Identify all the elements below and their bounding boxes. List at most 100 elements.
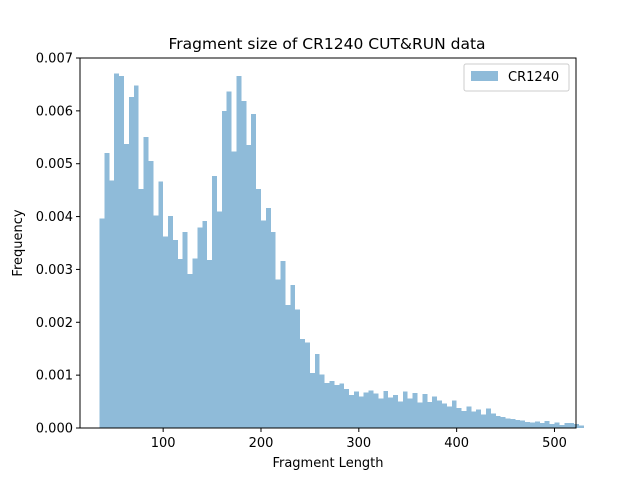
histogram-bar <box>417 402 423 428</box>
histogram-bar <box>275 279 281 428</box>
histogram-bar <box>256 189 261 428</box>
histogram-bar <box>476 409 482 428</box>
histogram-bar <box>427 402 433 428</box>
histogram-bar <box>158 181 164 428</box>
histogram-bar <box>490 413 496 428</box>
histogram-bars <box>99 73 584 429</box>
x-tick-label: 100 <box>151 436 176 451</box>
histogram-bar <box>559 424 565 428</box>
histogram-bar <box>104 153 110 428</box>
histogram-bar <box>300 339 306 428</box>
histogram-bar <box>344 388 350 428</box>
x-tick-label: 200 <box>249 436 274 451</box>
histogram-bar <box>172 239 178 428</box>
histogram-bar <box>216 211 222 428</box>
histogram-bar <box>314 354 320 428</box>
histogram-bar <box>373 393 379 428</box>
histogram-bar <box>280 260 286 428</box>
y-tick-label: 0.003 <box>36 263 73 278</box>
histogram-bar <box>212 175 217 428</box>
histogram-bar <box>207 259 213 428</box>
histogram-bar <box>163 236 169 428</box>
y-tick-label: 0.002 <box>36 316 73 331</box>
histogram-bar <box>441 403 447 428</box>
histogram-bar <box>182 231 188 428</box>
histogram-bar <box>349 395 354 428</box>
histogram-bar <box>114 73 120 428</box>
histogram-bar <box>143 136 149 428</box>
y-tick-label: 0.004 <box>36 210 73 225</box>
histogram-bar <box>246 145 252 428</box>
histogram-bar <box>544 421 550 428</box>
histogram-bar <box>109 180 115 428</box>
histogram-bar <box>510 419 516 428</box>
histogram-bar <box>505 418 511 428</box>
histogram-bar <box>495 415 501 428</box>
histogram-bar <box>530 422 535 428</box>
histogram-bar <box>99 218 105 428</box>
histogram-bar <box>295 309 301 428</box>
histogram-bar <box>569 423 575 428</box>
histogram-bar <box>461 411 467 428</box>
histogram-bar <box>329 380 335 428</box>
y-axis-ticks: 0.000 0.001 0.002 0.003 0.004 0.005 0.006 0.007 <box>36 52 80 437</box>
histogram-bar <box>446 406 452 428</box>
histogram-bar <box>260 220 266 428</box>
histogram-bar <box>251 114 257 429</box>
histogram-bar <box>153 215 159 428</box>
histogram-bar <box>422 394 428 428</box>
histogram-bar <box>319 374 325 428</box>
histogram-bar <box>221 110 227 428</box>
histogram-bar <box>432 396 438 428</box>
histogram-bar <box>554 422 560 428</box>
histogram-bar <box>138 189 144 428</box>
plot-area-frame <box>79 57 577 429</box>
histogram-bar <box>124 144 129 428</box>
histogram-bar <box>226 91 232 429</box>
histogram-bar <box>236 75 242 428</box>
legend-label: CR1240 <box>508 70 559 85</box>
histogram-bar <box>534 421 540 428</box>
legend-frame <box>463 63 570 92</box>
x-axis-ticks: 100 200 300 400 500 <box>151 428 567 451</box>
y-tick-label: 0.005 <box>36 157 73 172</box>
histogram-bar <box>339 383 345 428</box>
histogram-bar <box>192 258 198 428</box>
histogram-bar <box>231 151 237 429</box>
histogram-bar <box>578 425 584 428</box>
histogram-bar <box>358 396 364 428</box>
histogram-bar <box>451 400 457 428</box>
histogram-bar <box>133 85 139 428</box>
histogram-bar <box>265 208 271 428</box>
histogram-bar <box>397 401 403 428</box>
histogram-bar <box>241 100 247 429</box>
histogram-bar <box>305 342 310 428</box>
histogram-bar <box>549 423 555 428</box>
x-axis-label: Fragment Length <box>272 456 383 471</box>
histogram-bar <box>363 392 369 428</box>
histogram-bar <box>290 284 296 428</box>
histogram-bar <box>383 391 389 428</box>
histogram-bar <box>148 161 154 429</box>
x-tick-label: 400 <box>444 436 469 451</box>
histogram-bar <box>334 385 340 428</box>
histogram-bar <box>515 420 521 428</box>
y-tick-label: 0.007 <box>36 52 73 67</box>
histogram-bar <box>520 420 526 428</box>
histogram-bar <box>500 416 506 428</box>
histogram-bar <box>564 423 570 428</box>
histogram-bar <box>456 407 462 428</box>
histogram-bar <box>368 390 374 428</box>
histogram-bar <box>187 274 193 428</box>
histogram-bar <box>378 398 384 428</box>
histogram-bar <box>402 391 408 428</box>
histogram-bar <box>407 398 413 428</box>
y-tick-label: 0.000 <box>36 422 73 437</box>
histogram-bar <box>471 411 477 428</box>
legend: CR1240 <box>463 63 570 92</box>
histogram-bar <box>466 406 472 428</box>
histogram-bar <box>128 97 134 428</box>
histogram-bar <box>353 391 359 428</box>
histogram-bar <box>412 393 418 428</box>
